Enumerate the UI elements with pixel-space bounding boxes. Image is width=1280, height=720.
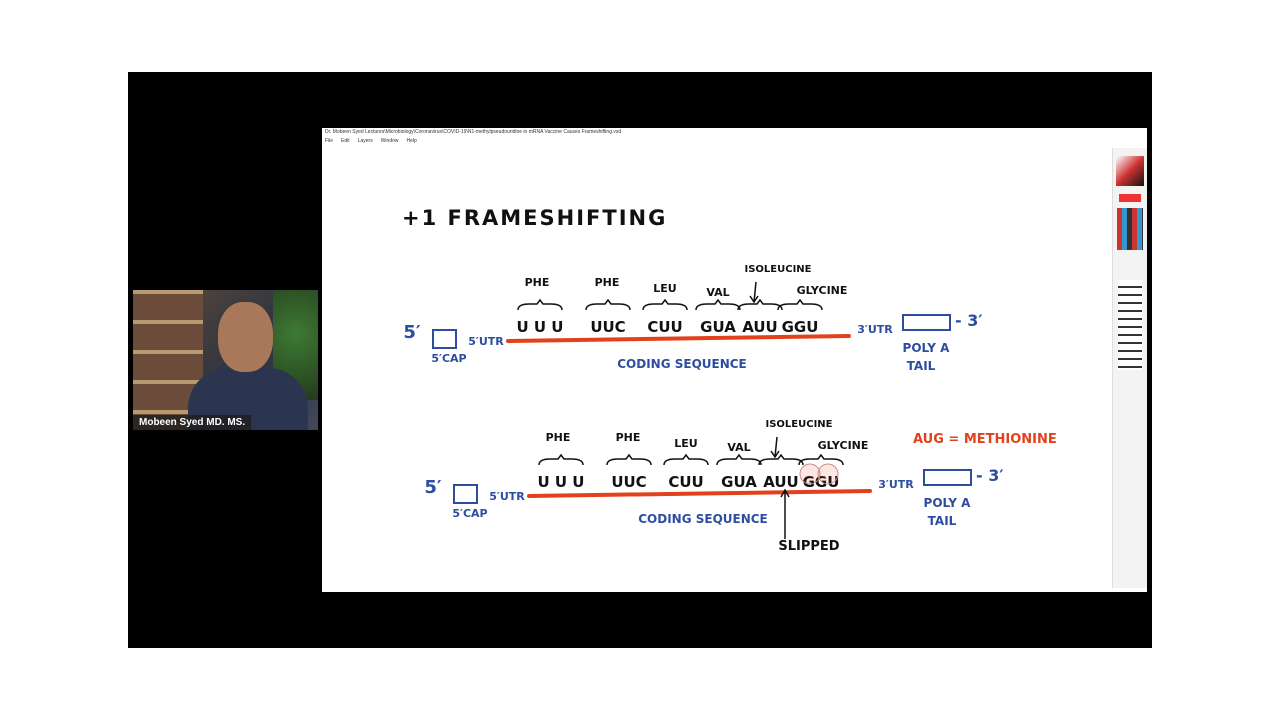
brace <box>798 453 844 466</box>
amino-acid: ISOLEUCINE <box>744 264 811 275</box>
brace <box>517 298 563 311</box>
brace <box>585 298 631 311</box>
poly-a-label: POLY A <box>924 496 972 510</box>
amino-acid: LEU <box>653 282 676 295</box>
amino-acid: GLYCINE <box>797 284 848 297</box>
highlight <box>799 463 821 485</box>
menu-item[interactable]: Help <box>406 138 417 144</box>
poly-a-label: POLY A <box>903 341 951 355</box>
window-title: Dr. Mobeen Syed Lectures\Microbiology\Co… <box>325 129 622 135</box>
brace <box>758 453 804 466</box>
amino-acid: ISOLEUCINE <box>765 419 832 430</box>
highlight <box>817 463 839 485</box>
slide-title: +1 FRAMESHIFTING <box>402 206 667 230</box>
five-prime: 5′ <box>403 322 421 343</box>
presenter-name: Mobeen Syed MD. MS. <box>133 415 252 430</box>
amino-acid: PHE <box>595 276 620 289</box>
utr5-label: 5′UTR <box>468 335 504 348</box>
poly-a-box <box>902 314 951 331</box>
webcam: Mobeen Syed MD. MS. <box>133 290 318 430</box>
codon: UUC <box>590 318 625 336</box>
note: AUG = METHIONINE <box>913 432 1057 447</box>
rna-strand <box>506 334 851 343</box>
brace <box>777 298 823 311</box>
poly-a-box <box>923 469 972 486</box>
utr3-label: 3′UTR <box>878 478 914 491</box>
app-window: Dr. Mobeen Syed Lectures\Microbiology\Co… <box>322 128 1147 592</box>
utr5-label: 5′UTR <box>489 490 525 503</box>
codon: AUU <box>763 473 799 491</box>
brace <box>737 298 783 311</box>
brace <box>716 453 762 466</box>
arrow <box>770 436 780 459</box>
brace <box>642 298 688 311</box>
brace <box>606 453 652 466</box>
amino-acid: LEU <box>674 437 697 450</box>
arrow <box>749 281 759 304</box>
codon: U U U <box>517 318 564 336</box>
tail-label: TAIL <box>928 514 957 528</box>
cap-label: 5′CAP <box>452 507 487 520</box>
five-prime: 5′ <box>424 477 442 498</box>
menu-item[interactable]: Window <box>380 138 399 144</box>
utr3-label: 3′UTR <box>857 323 893 336</box>
coding-label: CODING SEQUENCE <box>617 357 747 371</box>
three-prime: - 3′ <box>955 311 983 330</box>
amino-acid: GLYCINE <box>818 439 869 452</box>
slipped-label: SLIPPED <box>778 539 839 554</box>
codon: UUC <box>611 473 646 491</box>
codon: GGU <box>803 473 840 491</box>
amino-acid: PHE <box>525 276 550 289</box>
cap-label: 5′CAP <box>431 352 466 365</box>
amino-acid: VAL <box>706 286 729 299</box>
codon: GUA <box>721 473 757 491</box>
toolbar <box>1112 148 1147 588</box>
menu-bar: File Edit Layers Window Help <box>325 138 417 146</box>
codon: AUU <box>742 318 778 336</box>
codon: U U U <box>538 473 585 491</box>
slip-arrow <box>780 488 790 539</box>
cap-box <box>453 484 478 504</box>
codon: CUU <box>668 473 703 491</box>
amino-acid: PHE <box>546 431 571 444</box>
codon: CUU <box>647 318 682 336</box>
rna-strand <box>527 489 872 498</box>
three-prime: - 3′ <box>976 466 1004 485</box>
brace <box>695 298 741 311</box>
codon: GUA <box>700 318 736 336</box>
tail-label: TAIL <box>907 359 936 373</box>
cap-box <box>432 329 457 349</box>
codon: GGU <box>782 318 819 336</box>
menu-item[interactable]: Edit <box>341 138 350 144</box>
coding-label: CODING SEQUENCE <box>638 512 768 526</box>
brace <box>663 453 709 466</box>
menu-item[interactable]: Layers <box>357 138 373 144</box>
menu-item[interactable]: File <box>325 138 334 144</box>
amino-acid: VAL <box>727 441 750 454</box>
brace <box>538 453 584 466</box>
amino-acid: PHE <box>616 431 641 444</box>
